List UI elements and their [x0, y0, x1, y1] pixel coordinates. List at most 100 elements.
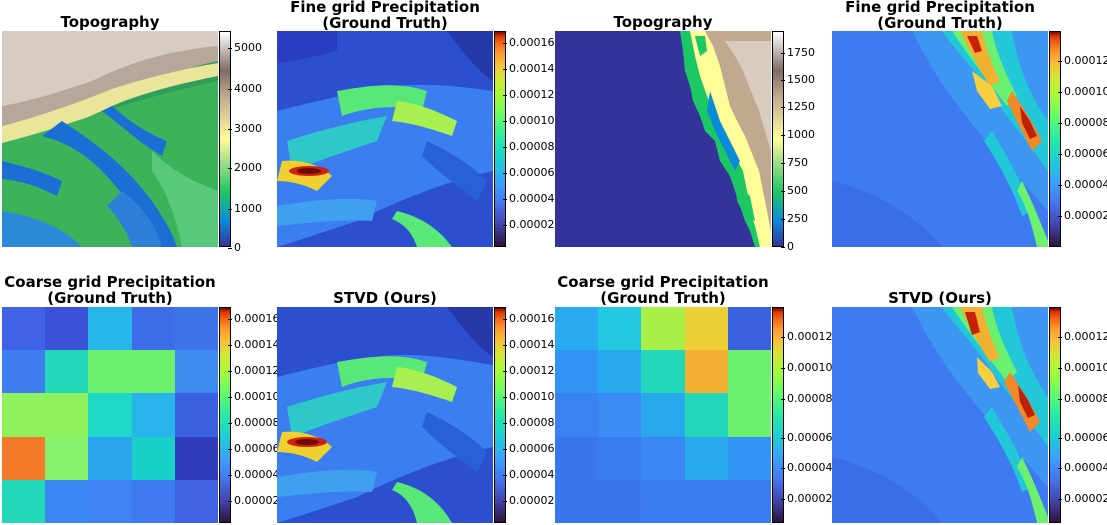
coarse-precip-right-colorbar	[772, 307, 784, 523]
coarse-precip-right-title-line2: (Ground Truth)	[600, 289, 726, 307]
coarse-grid-cell	[88, 307, 132, 351]
colorbar-tick: 250	[781, 212, 808, 225]
topography-right-title: Topography	[613, 13, 713, 31]
colorbar-tick: 0.00014	[503, 338, 555, 351]
coarse-grid-cell	[727, 307, 771, 351]
colorbar-tick: 0.00012	[503, 88, 555, 101]
colorbar-tick: 750	[781, 156, 808, 169]
colorbar-tick: 0.00012	[1058, 331, 1107, 343]
colorbar-tick: 0.00004	[503, 468, 555, 481]
coarse-grid-cell	[131, 479, 175, 523]
colorbar-tick: 1000	[228, 202, 262, 215]
stvd-right-colorbar	[1049, 307, 1061, 523]
coarse-grid-cell	[555, 307, 599, 351]
coarse-grid-cell	[641, 479, 685, 523]
colorbar-tick: 3000	[228, 122, 262, 135]
coarse-grid-cell	[174, 436, 218, 480]
topography-left-colorbar	[219, 31, 231, 247]
coarse-grid-cell	[598, 479, 642, 523]
colorbar-tick: 0.00010	[503, 114, 555, 127]
colorbar-tick: 0.00012	[503, 364, 555, 377]
coarse-grid-cell	[174, 350, 218, 394]
colorbar-tick: 0.00008	[1058, 117, 1107, 129]
coarse-grid-cell	[641, 350, 685, 394]
coarse-precip-left-colorbar	[219, 307, 231, 523]
coarse-grid-cell	[727, 393, 771, 437]
coarse-grid-cell	[684, 436, 728, 480]
colorbar-tick: 2000	[228, 161, 262, 174]
colorbar-tick: 0	[228, 241, 241, 254]
colorbar-tick: 0.00006	[1058, 148, 1107, 160]
colorbar-tick: 0.00016	[228, 312, 280, 325]
colorbar-tick: 0.00004	[503, 192, 555, 205]
coarse-grid-cell	[174, 393, 218, 437]
colorbar-tick: 0.00006	[781, 431, 833, 444]
colorbar-tick: 0.00010	[1058, 86, 1107, 98]
colorbar-tick: 0.00008	[781, 392, 833, 405]
stvd-left-colorbar	[494, 307, 506, 523]
coarse-grid-cell	[555, 479, 599, 523]
colorbar-tick: 0	[781, 240, 794, 253]
coarse-precip-right-map	[555, 307, 771, 523]
coarse-grid-cell	[727, 436, 771, 480]
coarse-grid-cell	[2, 393, 46, 437]
colorbar-tick: 0.00012	[781, 330, 833, 343]
coarse-grid-cell	[131, 350, 175, 394]
colorbar-tick: 0.00016	[503, 36, 555, 49]
colorbar-tick: 0.00006	[228, 442, 280, 455]
colorbar-tick: 500	[781, 184, 808, 197]
colorbar-tick: 0.00002	[781, 492, 833, 505]
stvd-left-map	[277, 307, 493, 523]
coarse-grid-cell	[641, 307, 685, 351]
coarse-grid-cell	[88, 436, 132, 480]
colorbar-tick: 0.00002	[1058, 210, 1107, 222]
colorbar-tick: 0.00004	[1058, 179, 1107, 191]
colorbar-tick: 4000	[228, 82, 262, 95]
topography-left-map	[2, 31, 218, 247]
coarse-grid-cell	[684, 479, 728, 523]
colorbar-tick: 0.00002	[1058, 493, 1107, 505]
coarse-precip-left-map	[2, 307, 218, 523]
colorbar-tick: 0.00014	[228, 338, 280, 351]
coarse-grid-cell	[641, 393, 685, 437]
coarse-grid-cell	[2, 307, 46, 351]
coarse-precip-right-title-line1: Coarse grid Precipitation	[557, 273, 769, 291]
fine-precip-right-title-line1: Fine grid Precipitation	[845, 0, 1035, 16]
colorbar-tick: 0.00010	[1058, 362, 1107, 374]
coarse-grid-cell	[45, 350, 89, 394]
coarse-grid-cell	[45, 479, 89, 523]
topography-left-title: Topography	[60, 13, 160, 31]
colorbar-tick: 5000	[228, 41, 262, 54]
coarse-grid-cell	[174, 479, 218, 523]
coarse-grid-cell	[555, 436, 599, 480]
coarse-grid-cell	[598, 307, 642, 351]
fine-precip-right-title-line2: (Ground Truth)	[877, 14, 1003, 32]
fine-precip-left-map	[277, 31, 493, 247]
coarse-grid-cell	[598, 350, 642, 394]
coarse-grid-cell	[641, 436, 685, 480]
fine-precip-right-map	[832, 31, 1048, 247]
topography-right-colorbar	[772, 31, 784, 247]
fine-precip-left-title-line2: (Ground Truth)	[322, 14, 448, 32]
coarse-grid-cell	[2, 350, 46, 394]
colorbar-tick: 0.00010	[781, 361, 833, 374]
coarse-grid-cell	[88, 479, 132, 523]
coarse-grid-cell	[684, 393, 728, 437]
colorbar-tick: 1750	[781, 46, 815, 59]
colorbar-tick: 0.00004	[1058, 462, 1107, 474]
coarse-grid-cell	[88, 350, 132, 394]
coarse-grid-cell	[555, 393, 599, 437]
colorbar-tick: 0.00004	[781, 461, 833, 474]
coarse-precip-left-title-line2: (Ground Truth)	[47, 289, 173, 307]
coarse-grid-cell	[2, 479, 46, 523]
coarse-grid-cell	[684, 307, 728, 351]
coarse-grid-cell	[2, 436, 46, 480]
colorbar-tick: 0.00008	[503, 416, 555, 429]
coarse-grid-cell	[131, 393, 175, 437]
colorbar-tick: 0.00002	[228, 494, 280, 507]
colorbar-tick: 0.00004	[228, 468, 280, 481]
colorbar-tick: 0.00008	[1058, 393, 1107, 405]
colorbar-tick: 1250	[781, 100, 815, 113]
coarse-grid-cell	[727, 479, 771, 523]
fine-precip-left-title-line1: Fine grid Precipitation	[290, 0, 480, 16]
